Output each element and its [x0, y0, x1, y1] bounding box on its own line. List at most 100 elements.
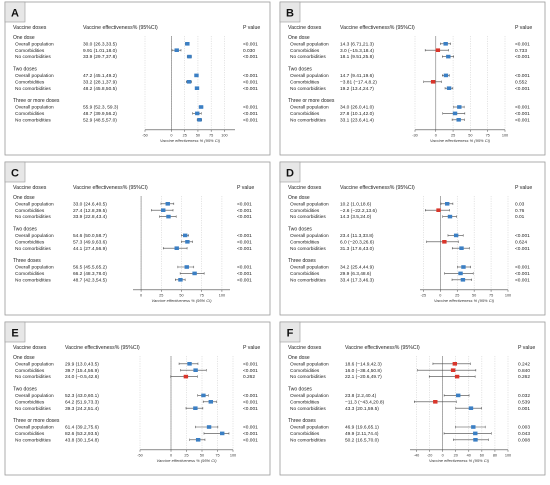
row-ci-text: 33.9 (22.8,43.4) — [73, 214, 107, 220]
row-p-value: <0.001 — [243, 79, 258, 85]
point-estimate — [447, 214, 453, 219]
row-label: Overall population — [290, 393, 329, 399]
row-ci-text: 27.8 (10.1,42.0) — [340, 111, 374, 117]
row-label: Overall population — [15, 73, 54, 79]
row-label: No comorbidities — [15, 374, 51, 380]
group-title: Two doses — [13, 67, 37, 73]
point-estimate — [433, 400, 438, 404]
group-title: Two doses — [13, 387, 37, 393]
x-tick-label: 80 — [493, 453, 497, 457]
row-ci-text: 61.4 (39.2,75.6) — [65, 425, 99, 431]
point-estimate — [183, 374, 189, 379]
row-ci-text: 50.2 (16.5,70.0) — [345, 437, 379, 443]
row-p-value: <0.001 — [515, 73, 530, 79]
panel-tab — [279, 1, 301, 23]
point-estimate — [459, 246, 464, 250]
panel-letter: E — [11, 328, 18, 340]
row-ci-text: 6.0 (−20.3,26.6) — [340, 239, 374, 245]
row-label: Comorbidities — [15, 368, 45, 374]
header-p-value: P value — [243, 25, 260, 31]
row-p-value: <0.001 — [515, 233, 530, 239]
group-title: One dose — [13, 195, 35, 201]
group-title: Two doses — [288, 387, 312, 393]
row-p-value: <0.001 — [515, 86, 530, 92]
row-p-value: <0.001 — [243, 73, 258, 79]
point-estimate — [186, 80, 192, 84]
row-ci-text: 33.2 (28.1,37.9) — [83, 79, 117, 85]
row-label: No comorbidities — [290, 54, 326, 60]
row-label: Comorbidities — [290, 431, 320, 437]
point-estimate — [183, 233, 188, 238]
row-p-value: <0.001 — [243, 361, 258, 367]
point-estimate — [185, 42, 190, 46]
x-tick-label: 20 — [454, 453, 458, 457]
x-tick-label: -25 — [421, 293, 427, 297]
row-label: Overall population — [290, 105, 329, 111]
x-tick-label: 50 — [196, 133, 200, 137]
group-title: One dose — [13, 355, 35, 361]
x-tick-label: 60 — [480, 453, 484, 457]
point-estimate — [165, 202, 170, 206]
header-p-value: P value — [243, 345, 260, 351]
point-estimate — [454, 374, 460, 379]
group-title: One dose — [288, 195, 310, 201]
row-ci-text: 49.9 (2.11,74.4) — [345, 431, 379, 437]
row-ci-text: 57.3 (49.9,63.6) — [73, 239, 107, 245]
panel-e: E Vaccine doses Vaccine effectiveness% (95… — [4, 321, 271, 476]
row-label: No comorbidities — [15, 117, 51, 123]
point-estimate — [192, 271, 197, 276]
row-p-value: 0.030 — [243, 48, 255, 54]
row-ci-text: −2.6 (−22.2,13.6) — [340, 208, 377, 214]
point-estimate — [468, 406, 474, 410]
row-label: Overall population — [15, 361, 54, 367]
row-p-value: <0.001 — [243, 105, 258, 111]
row-p-value: <0.001 — [515, 54, 530, 60]
panel-letter: B — [286, 8, 294, 20]
row-label: No comorbidities — [290, 277, 326, 283]
x-tick-label: 50 — [472, 293, 476, 297]
x-tick-label: 100 — [219, 293, 225, 297]
row-ci-text: 43.3 (20.1,59.5) — [345, 406, 379, 412]
group-title: Three doses — [288, 258, 316, 264]
point-estimate — [195, 438, 201, 442]
row-p-value: 0.262 — [243, 374, 255, 380]
point-estimate — [161, 208, 166, 212]
row-ci-text: 33.9 (29.7,37.8) — [83, 54, 117, 60]
panel-c: C Vaccine doses Vaccine effectiveness% (95… — [4, 161, 271, 316]
point-estimate — [197, 118, 202, 122]
row-p-value: 0.76 — [515, 208, 525, 214]
row-label: Comorbidities — [15, 431, 45, 437]
row-label: Overall population — [290, 425, 329, 431]
row-label: Comorbidities — [15, 239, 45, 245]
point-estimate — [194, 73, 199, 78]
row-label: Comorbidities — [290, 208, 320, 214]
row-p-value: <0.001 — [237, 214, 252, 220]
point-estimate — [184, 265, 189, 269]
row-label: Comorbidities — [15, 79, 45, 85]
row-p-value: <0.001 — [243, 86, 258, 92]
point-estimate — [442, 240, 447, 244]
row-p-value: <0.001 — [243, 437, 258, 443]
panel-tab — [4, 1, 26, 23]
row-ci-text: 10.2 (1.0,18.6) — [340, 201, 372, 207]
row-p-value: 0.001 — [518, 406, 530, 412]
row-ci-text: 23.8 (2.2,40.4) — [345, 393, 377, 399]
row-label: Overall population — [290, 201, 329, 207]
row-p-value: <0.001 — [515, 271, 530, 277]
row-p-value: 0.242 — [518, 361, 530, 367]
row-p-value: <0.001 — [243, 393, 258, 399]
x-tick-label: 100 — [505, 453, 511, 457]
row-ci-text: 22.1 (−20.6,49.7) — [345, 374, 382, 380]
row-label: No comorbidities — [290, 246, 326, 252]
row-label: Comorbidities — [290, 271, 320, 277]
row-p-value: <0.001 — [515, 246, 530, 252]
row-p-value: 0.03 — [515, 201, 525, 207]
point-estimate — [193, 368, 198, 372]
row-ci-text: −3.81 (−17.4,8.2) — [340, 79, 377, 85]
panel-tab — [4, 321, 26, 343]
point-estimate — [206, 425, 212, 429]
row-ci-text: 47.2 (45.1,49.2) — [83, 73, 117, 79]
row-label: Comorbidities — [15, 271, 45, 277]
row-label: Comorbidities — [290, 111, 320, 117]
row-p-value: <0.001 — [243, 425, 258, 431]
